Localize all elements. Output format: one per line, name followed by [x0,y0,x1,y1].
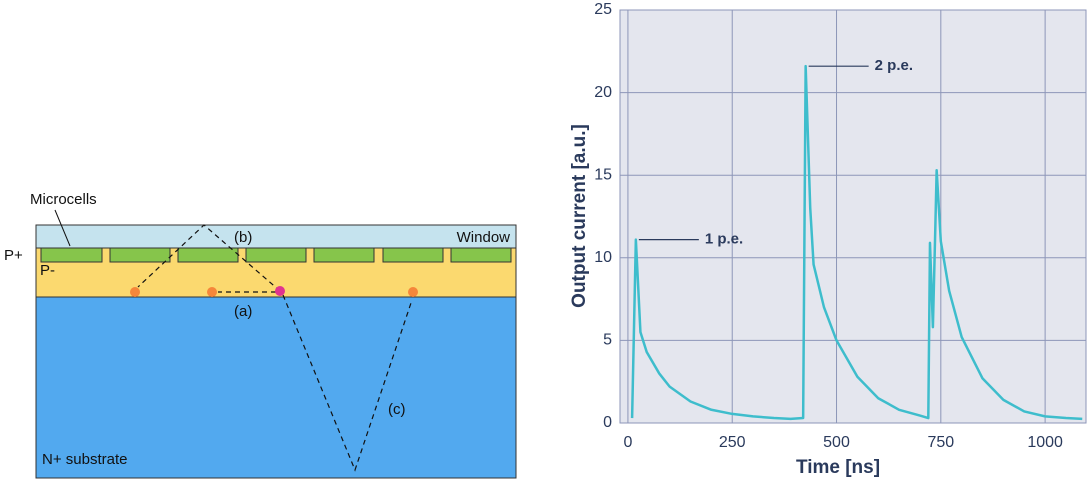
x-tick-label: 500 [823,434,850,451]
y-tick-label: 0 [603,414,612,431]
annotation: 1 p.e. [705,231,743,248]
data-line [630,64,1083,421]
label: P+ [4,247,23,264]
x-tick-label: 0 [623,434,632,451]
y-tick-label: 25 [594,1,612,18]
label: (b) [234,229,252,246]
x-tick-label: 250 [719,434,746,451]
microcells [40,247,512,263]
y-tick-label: 20 [594,84,612,101]
x-axis-label: Time [ns] [796,457,880,478]
pointer [54,209,71,247]
plot-frame [619,9,1087,424]
y-tick-label: 15 [594,166,612,183]
label: (a) [234,303,252,320]
label: P- [40,262,55,279]
chart: Time [ns] Output current [a.u.] 0 5 10 15 20… [569,1,1087,478]
label: Microcells [30,191,97,208]
label: N+ substrate [42,451,127,468]
avalanches [130,286,418,297]
substrate [35,296,517,479]
x-tick-label: 1000 [1027,434,1063,451]
diagram: Microcells P+ P- Window (a) (b) (c) N+ s… [4,191,517,479]
y-tick-label: 5 [603,332,612,349]
label: (c) [388,401,406,418]
plot-area [620,10,1086,423]
label: Window [457,229,511,246]
photon-paths [137,224,413,472]
x-tick-label: 750 [927,434,954,451]
annotation: 2 p.e. [875,57,913,74]
y-axis-label: Output current [a.u.] [569,124,590,308]
window-layer [35,224,517,249]
y-tick-label: 10 [594,249,612,266]
